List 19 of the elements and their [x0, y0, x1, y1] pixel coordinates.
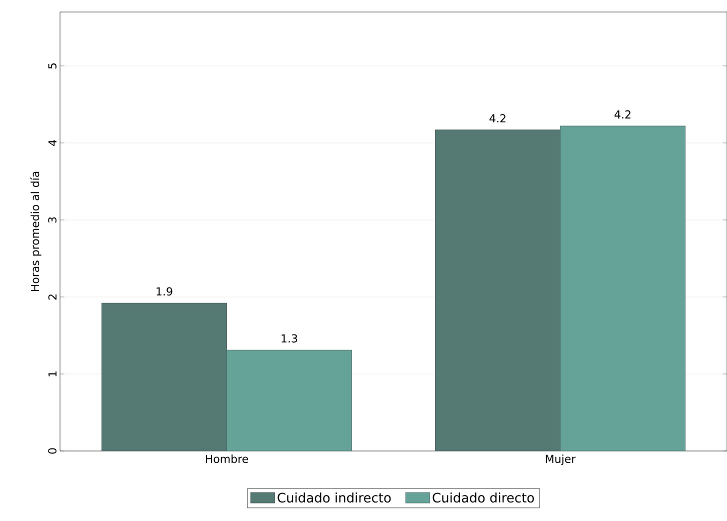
- data-label: 4.2: [614, 110, 630, 118]
- y-axis-title: Horas promedio al día: [30, 172, 42, 292]
- data-label: 1.3: [282, 334, 298, 343]
- x-tick-label: Mujer: [546, 454, 576, 466]
- x-tick-label: Hombre: [206, 454, 248, 464]
- y-tick-label: 3: [48, 217, 56, 223]
- y-tick-label: 4: [48, 140, 56, 146]
- bar: [102, 302, 227, 451]
- y-tick-label: 5: [48, 63, 56, 69]
- bar: [226, 350, 352, 451]
- bar: [560, 126, 686, 451]
- bar: [435, 130, 560, 451]
- legend-label: Cuidado indirecto: [278, 492, 391, 503]
- data-label: 4.2: [490, 114, 506, 122]
- legend-label: Cuidado directo: [432, 492, 534, 503]
- y-tick-label: 2: [48, 294, 56, 300]
- data-label: 1.9: [156, 287, 172, 296]
- y-tick-label: 0: [48, 448, 56, 454]
- y-tick-label: 1: [48, 371, 56, 376]
